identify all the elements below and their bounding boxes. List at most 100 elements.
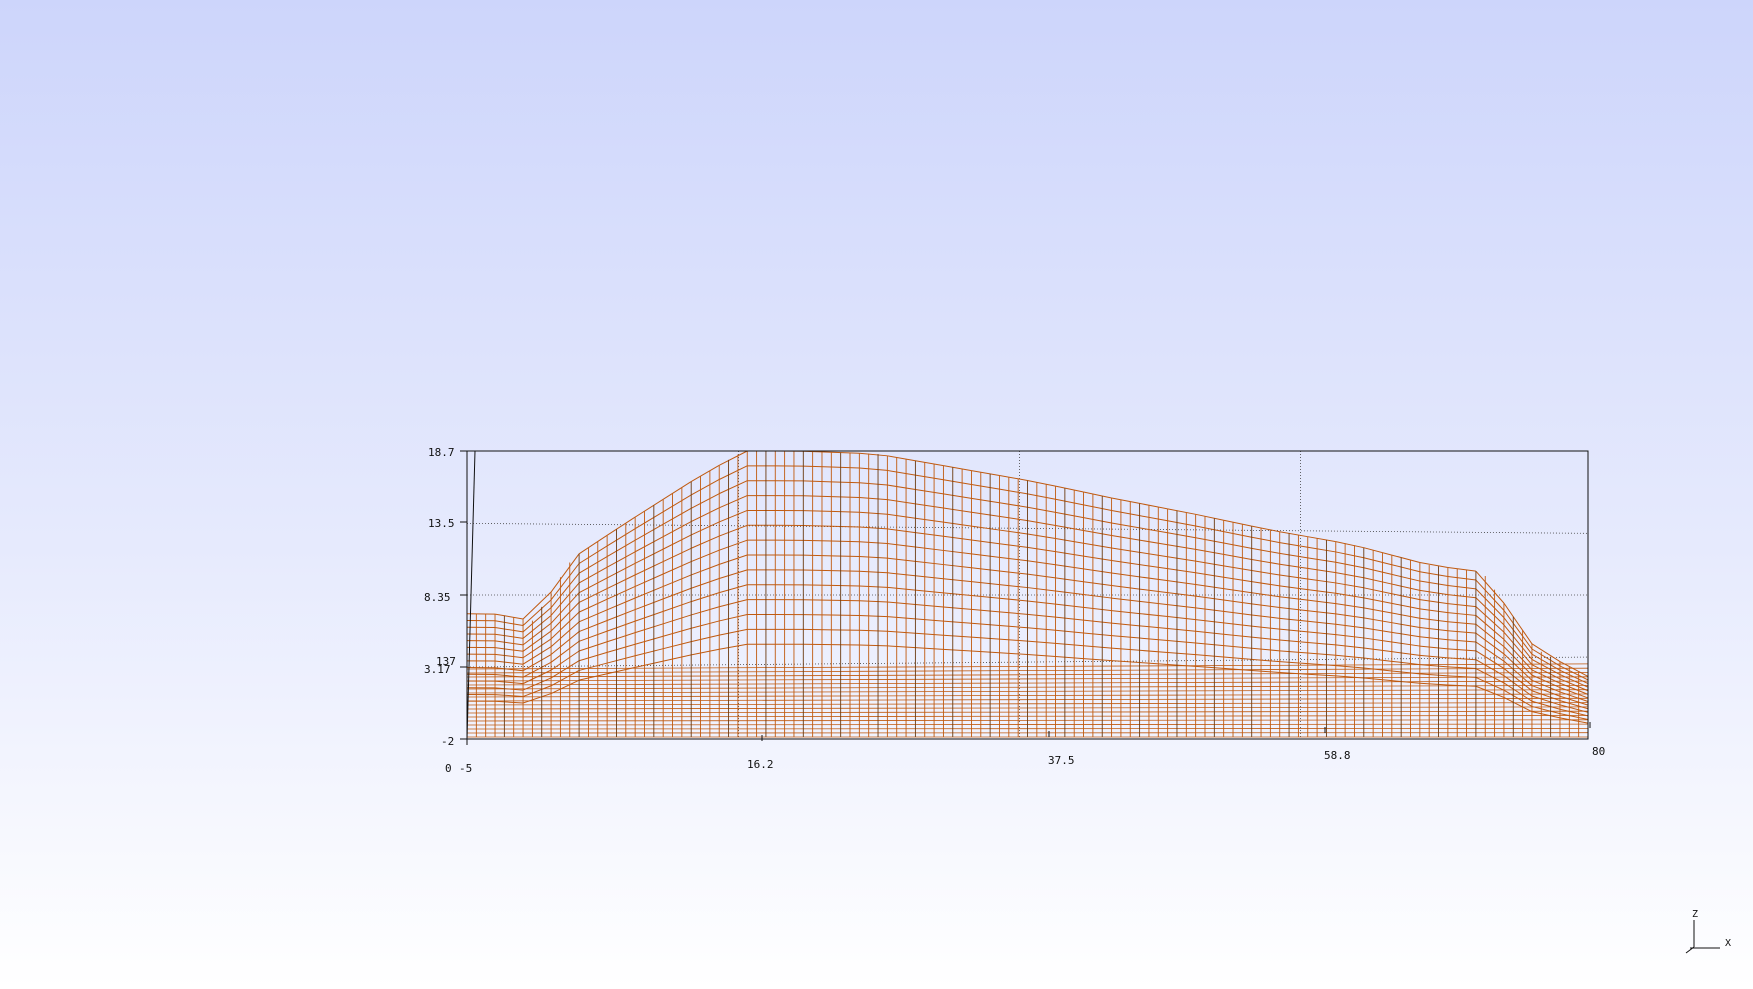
mesh-edge: [719, 554, 748, 565]
mesh-edge: [831, 496, 860, 498]
mesh-edge: [1419, 589, 1448, 596]
mesh-edge: [1251, 614, 1280, 619]
mesh-edge: [999, 611, 1028, 615]
mesh-edge: [1335, 665, 1364, 669]
mesh-edge: [719, 613, 748, 622]
mesh-edge: [1391, 651, 1420, 656]
mesh-edge: [1027, 520, 1056, 526]
mesh-edge: [1391, 622, 1420, 628]
mesh-edge: [1111, 597, 1140, 602]
mesh-edge: [606, 620, 636, 632]
mesh-edge: [1139, 625, 1168, 630]
mesh-edge: [1083, 504, 1112, 511]
mesh-edge: [1055, 616, 1084, 621]
mesh-edge: [1391, 554, 1420, 563]
mesh-edge: [943, 564, 972, 569]
mesh-edge: [1055, 655, 1084, 660]
mesh-edge: [999, 488, 1028, 495]
mesh-edge: [522, 630, 552, 652]
mesh-edge: [999, 625, 1028, 629]
mesh-edge: [887, 484, 916, 490]
mesh-edge: [1559, 691, 1589, 703]
mesh-edge: [1251, 536, 1280, 544]
mesh-edge: [663, 654, 692, 662]
mesh-edge: [1111, 610, 1140, 615]
mesh-edge: [859, 482, 888, 486]
mesh-edge: [691, 578, 720, 589]
mesh-edge: [1083, 606, 1112, 612]
mesh-edge: [634, 511, 664, 530]
z-tick-label: 8.35: [424, 591, 451, 604]
mesh-edge: [1167, 592, 1196, 597]
mesh-edge: [578, 673, 608, 681]
mesh-edge: [1195, 654, 1224, 658]
mesh-edge: [1531, 690, 1561, 702]
mesh-edge: [1475, 570, 1505, 604]
mesh-edge: [1139, 576, 1168, 582]
mesh-edge: [690, 493, 720, 509]
mesh-edge: [1503, 646, 1533, 676]
mesh-edge: [1391, 641, 1420, 647]
mesh-edge: [1027, 493, 1056, 500]
mesh-edge: [1391, 631, 1420, 638]
mesh-edge: [1279, 596, 1308, 601]
mesh-edge: [1447, 666, 1476, 670]
mesh-edge: [1447, 585, 1476, 590]
mesh-edge: [1559, 700, 1589, 710]
mesh-edge: [1111, 572, 1140, 578]
mesh-edge: [1363, 587, 1392, 595]
mesh-edge: [943, 634, 972, 638]
mesh-edge: [1279, 531, 1308, 538]
mesh-edge: [915, 474, 944, 481]
mesh-edge: [634, 548, 664, 564]
mesh-edge: [1055, 551, 1084, 557]
mesh-edge: [943, 507, 972, 513]
mesh-edge: [1139, 515, 1168, 522]
mesh-edge: [690, 507, 720, 523]
mesh-edge: [578, 620, 608, 633]
mesh-edge: [915, 546, 944, 551]
mesh-edge: [1195, 619, 1224, 624]
mesh-edge: [719, 524, 748, 537]
mesh-edge: [1195, 513, 1224, 521]
mesh-edge: [1195, 572, 1224, 578]
mesh-edge: [971, 483, 1000, 490]
mesh-edge: [550, 640, 580, 663]
mesh-edge: [1027, 600, 1056, 605]
mesh-edge: [1503, 602, 1533, 645]
mesh-edge: [1223, 542, 1252, 549]
mesh-edge: [1055, 577, 1084, 583]
mesh-edge: [1419, 645, 1448, 650]
mesh-edge: [634, 598, 664, 611]
mesh-edge: [550, 553, 580, 593]
mesh-edge: [943, 521, 972, 527]
mesh-edge: [1027, 506, 1056, 513]
mesh-edge: [999, 584, 1028, 589]
mesh-edge: [1083, 619, 1112, 624]
mesh-edge: [719, 465, 748, 480]
mesh-edge: [662, 507, 692, 525]
mesh-edge: [1531, 685, 1561, 697]
mesh-edge: [1083, 581, 1112, 587]
mesh-edge: [971, 470, 1000, 477]
mesh-edge: [1251, 547, 1280, 554]
mesh-edge: [522, 638, 552, 659]
mesh-edge: [915, 503, 944, 509]
mesh-edge: [690, 464, 720, 483]
mesh-edge: [578, 588, 608, 603]
mesh-edge: [494, 694, 524, 698]
mesh-edge: [1279, 585, 1308, 591]
mesh-edge: [999, 543, 1028, 548]
mesh-edge: [1139, 649, 1168, 653]
mesh-edge: [971, 539, 1000, 545]
mesh-edge: [1167, 580, 1196, 585]
mesh-edge: [1419, 636, 1448, 641]
mesh-edge: [1223, 576, 1252, 583]
mesh-edge: [1223, 553, 1252, 560]
mesh-edge: [1251, 570, 1280, 576]
mesh-edge: [578, 630, 608, 642]
mesh-edge: [691, 563, 720, 576]
mesh-edge: [915, 575, 944, 580]
mesh-edge: [859, 600, 888, 603]
